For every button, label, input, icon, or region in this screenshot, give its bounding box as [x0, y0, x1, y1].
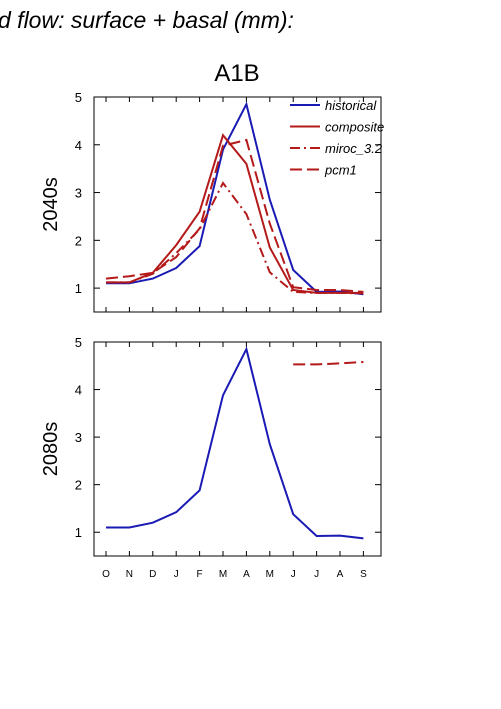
plot-frame: [93, 96, 382, 313]
x-tick-label: M: [219, 569, 227, 580]
series-line-historical: [106, 101, 364, 296]
x-tick-label: J: [174, 569, 179, 580]
series-line-composite: [106, 133, 364, 294]
legend-label: miroc_3.2: [325, 141, 383, 156]
y-tick-label: 3: [75, 430, 82, 445]
series-line-pcm1: [293, 361, 364, 366]
y-tick-label: 5: [75, 90, 82, 105]
y-tick-label: 5: [75, 335, 82, 350]
series-line-pcm1: [105, 138, 364, 293]
x-tick-label: D: [149, 569, 156, 580]
y-tick-label: 3: [75, 186, 82, 201]
x-tick-label: S: [360, 569, 367, 580]
x-tick-label: A: [337, 569, 344, 580]
legend-label: pcm1: [324, 163, 357, 178]
y-tick-label: 2: [75, 233, 82, 248]
x-tick-label: J: [291, 569, 296, 580]
y-tick-label: 2: [75, 478, 82, 493]
chart-2080s: 1 2 3 4 5 O N D J F M A M J J A S 2080s: [40, 335, 382, 580]
x-tick-label: O: [102, 569, 110, 580]
series-line-historical: [106, 346, 364, 540]
y-tick-label: 1: [75, 525, 82, 540]
plot-frame: [93, 341, 382, 557]
legend-label: historical: [325, 98, 377, 113]
y-tick-label: 1: [75, 281, 82, 296]
x-tick-label: A: [243, 569, 250, 580]
x-tick-label: M: [266, 569, 274, 580]
chart-2040s: 1 2 3 4 5 2040s historical composite miroc_3.2pc…: [40, 90, 384, 313]
y-tick-label: 4: [75, 383, 82, 398]
x-tick-label: N: [126, 569, 133, 580]
y-tick-label: 4: [75, 138, 82, 153]
legend-label: composite: [325, 120, 384, 135]
series-line-miroc-3-2: [106, 181, 364, 295]
x-tick-label: F: [197, 569, 203, 580]
row-label: 2080s: [40, 422, 62, 477]
scenario-title: A1B: [214, 60, 259, 87]
page-title: d flow: surface + basal (mm):: [0, 7, 294, 33]
x-tick-label: J: [314, 569, 319, 580]
row-label: 2040s: [40, 177, 62, 232]
